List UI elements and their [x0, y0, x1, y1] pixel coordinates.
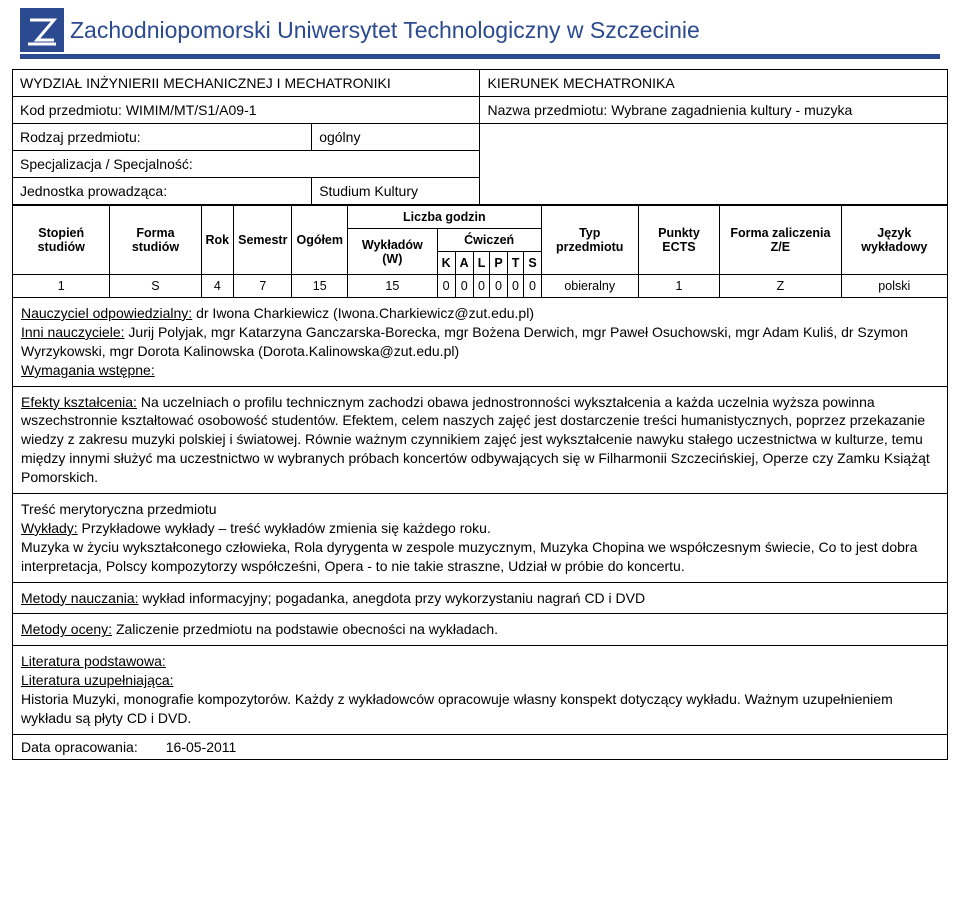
header-rule [20, 54, 940, 59]
effects-label: Efekty kształcenia: [21, 394, 137, 410]
val-s: 0 [524, 275, 541, 298]
val-jezyk: polski [841, 275, 947, 298]
hdr-s: S [524, 252, 541, 275]
teachers-block: Nauczyciel odpowiedzialny: dr Iwona Char… [12, 298, 948, 387]
meta-table: WYDZIAŁ INŻYNIERII MECHANICZNEJ I MECHAT… [12, 69, 948, 205]
table-row: 1 S 4 7 15 15 0 0 0 0 0 0 obieralny 1 Z … [13, 275, 948, 298]
hdr-forma-studiow: Forma studiów [110, 206, 201, 275]
val-semestr: 7 [234, 275, 292, 298]
val-ogolem: 15 [292, 275, 348, 298]
hdr-a: A [455, 252, 473, 275]
methods-eval-label: Metody oceny: [21, 621, 112, 637]
teacher-label: Nauczyciel odpowiedzialny: [21, 305, 192, 321]
lectures-text-1: Przykładowe wykłady – treść wykładów zmi… [78, 520, 491, 536]
department-cell: WYDZIAŁ INŻYNIERII MECHANICZNEJ I MECHAT… [13, 70, 480, 97]
hdr-p: P [490, 252, 507, 275]
university-name: Zachodniopomorski Uniwersytet Technologi… [70, 17, 700, 44]
methods-eval-block: Metody oceny: Zaliczenie przedmiotu na p… [12, 614, 948, 646]
val-a: 0 [455, 275, 473, 298]
header: Zachodniopomorski Uniwersytet Technologi… [0, 0, 960, 54]
methods-teach-text: wykład informacyjny; pogadanka, anegdota… [139, 590, 646, 606]
effects-block: Efekty kształcenia: Na uczelniach o prof… [12, 387, 948, 494]
val-t: 0 [507, 275, 524, 298]
spec-empty [480, 124, 948, 205]
val-k: 0 [437, 275, 455, 298]
subject-code-value: WIMIM/MT/S1/A09-1 [126, 102, 257, 118]
hdr-rok: Rok [201, 206, 234, 275]
val-typ: obieralny [541, 275, 638, 298]
val-forma-zal: Z [720, 275, 841, 298]
methods-teach-block: Metody nauczania: wykład informacyjny; p… [12, 583, 948, 615]
hours-table: Stopień studiów Forma studiów Rok Semest… [12, 205, 948, 298]
date-value: 16-05-2011 [166, 739, 237, 755]
hdr-l: L [473, 252, 490, 275]
hdr-ogolem: Ogółem [292, 206, 348, 275]
subject-name-cell: Nazwa przedmiotu: Wybrane zagadnienia ku… [480, 97, 948, 124]
other-teachers-label: Inni nauczyciele: [21, 324, 125, 340]
hdr-forma-zal: Forma zaliczenia Z/E [720, 206, 841, 275]
teacher-text: dr Iwona Charkiewicz (Iwona.Charkiewicz@… [192, 305, 534, 321]
subject-code-label: Kod przedmiotu: [20, 102, 122, 118]
direction-cell: KIERUNEK MECHATRONIKA [480, 70, 948, 97]
val-l: 0 [473, 275, 490, 298]
subject-code-cell: Kod przedmiotu: WIMIM/MT/S1/A09-1 [13, 97, 480, 124]
lectures-text-2: Muzyka w życiu wykształconego człowieka,… [21, 538, 939, 576]
hdr-cwiczen: Ćwiczeń [437, 229, 541, 252]
val-stopien: 1 [13, 275, 110, 298]
hdr-k: K [437, 252, 455, 275]
subject-name-value: Wybrane zagadnienia kultury - muzyka [611, 102, 852, 118]
lit-primary-label: Literatura podstawowa: [21, 653, 166, 669]
val-p: 0 [490, 275, 507, 298]
hdr-stopien: Stopień studiów [13, 206, 110, 275]
hdr-liczba: Liczba godzin [348, 206, 542, 229]
val-wykladow: 15 [348, 275, 438, 298]
content-subject-block: Treść merytoryczna przedmiotu Wykłady: P… [12, 494, 948, 583]
subject-kind-value: ogólny [312, 124, 480, 151]
methods-eval-text: Zaliczenie przedmiotu na podstawie obecn… [112, 621, 498, 637]
prereq-label: Wymagania wstępne: [21, 362, 155, 378]
lit-text: Historia Muzyki, monografie kompozytorów… [21, 690, 939, 728]
val-forma-studiow: S [110, 275, 201, 298]
methods-teach-label: Metody nauczania: [21, 590, 139, 606]
hdr-wykladow: Wykładów (W) [348, 229, 438, 275]
subject-name-label: Nazwa przedmiotu: [487, 102, 607, 118]
unit-value: Studium Kultury [312, 178, 480, 205]
val-punkty: 1 [638, 275, 719, 298]
page-body: WYDZIAŁ INŻYNIERII MECHANICZNEJ I MECHAT… [0, 69, 960, 780]
subject-content-heading: Treść merytoryczna przedmiotu [21, 500, 939, 519]
literature-block: Literatura podstawowa: Literatura uzupeł… [12, 646, 948, 735]
hdr-jezyk: Język wykładowy [841, 206, 947, 275]
unit-label: Jednostka prowadząca: [13, 178, 312, 205]
subject-kind-label: Rodzaj przedmiotu: [13, 124, 312, 151]
hdr-punkty: Punkty ECTS [638, 206, 719, 275]
logo-mark [20, 8, 64, 52]
effects-text: Na uczelniach o profilu technicznym zach… [21, 394, 930, 486]
val-rok: 4 [201, 275, 234, 298]
logo: Zachodniopomorski Uniwersytet Technologi… [20, 8, 700, 52]
specialization-label: Specjalizacja / Specjalność: [13, 151, 480, 178]
date-row: Data opracowania: 16-05-2011 [12, 735, 948, 760]
date-label: Data opracowania: [21, 739, 138, 755]
other-teachers-text: Jurij Polyjak, mgr Katarzyna Ganczarska-… [21, 324, 908, 359]
hdr-t: T [507, 252, 524, 275]
lectures-label: Wykłady: [21, 520, 78, 536]
hdr-typ: Typ przedmiotu [541, 206, 638, 275]
lit-secondary-label: Literatura uzupełniająca: [21, 672, 174, 688]
hdr-semestr: Semestr [234, 206, 292, 275]
